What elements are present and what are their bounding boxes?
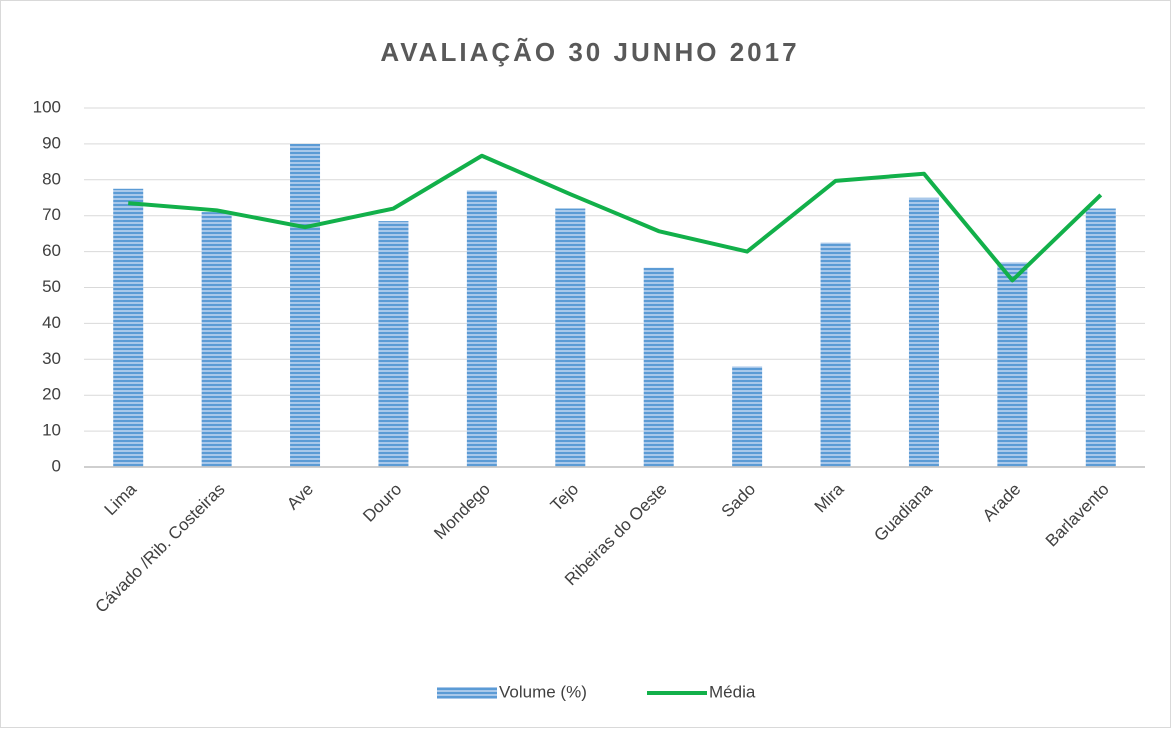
y-tick-label: 30 [42, 349, 61, 368]
legend-label: Média [709, 682, 756, 701]
y-tick-label: 70 [42, 205, 61, 224]
bar [466, 190, 497, 467]
y-tick-label: 20 [42, 385, 61, 404]
bar [378, 221, 409, 467]
bar [1085, 208, 1116, 467]
chart-title: AVALIAÇÃO 30 JUNHO 2017 [380, 37, 799, 67]
legend-swatch [437, 687, 497, 699]
bar [201, 212, 232, 467]
y-tick-label: 10 [42, 421, 61, 440]
y-tick-label: 0 [52, 456, 61, 475]
bar [732, 366, 763, 467]
bar [643, 267, 674, 467]
bar [555, 208, 586, 467]
bar [997, 262, 1028, 467]
y-tick-label: 40 [42, 313, 61, 332]
bar [113, 188, 144, 467]
y-tick-label: 100 [33, 97, 61, 116]
y-tick-label: 50 [42, 277, 61, 296]
y-tick-label: 80 [42, 169, 61, 188]
y-tick-label: 60 [42, 241, 61, 260]
legend-label: Volume (%) [499, 682, 587, 701]
line [128, 153, 1103, 283]
bar [820, 242, 851, 467]
y-tick-label: 90 [42, 133, 61, 152]
bar [290, 143, 321, 467]
bar [908, 197, 939, 467]
